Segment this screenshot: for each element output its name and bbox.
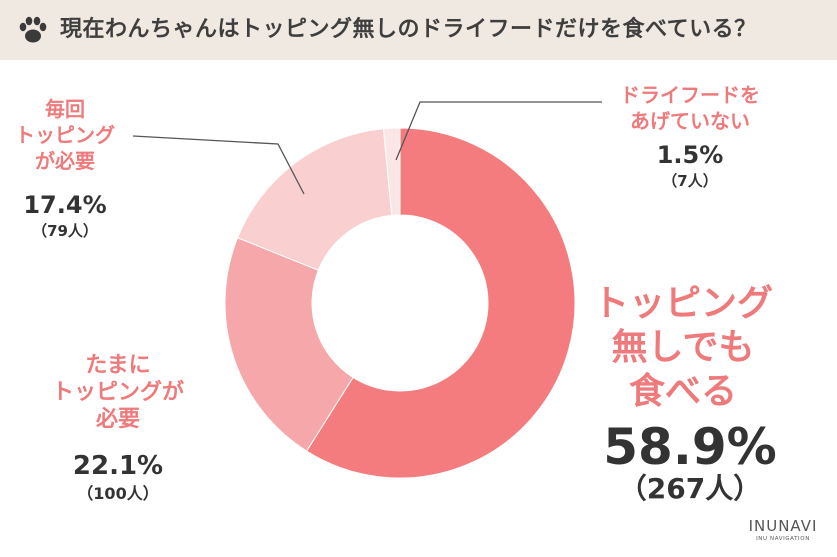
slice-name-main-line2: 無しでも bbox=[611, 327, 755, 368]
slice-name-every-line2: トッピング bbox=[15, 123, 115, 147]
slice-name-sometimes-line1: たまに bbox=[85, 353, 151, 378]
donut-slice-every bbox=[236, 128, 393, 271]
slice-label-none: ドライフードを あげていない bbox=[600, 82, 780, 134]
logo-main-text: INUNAVI bbox=[748, 517, 818, 535]
slice-name-main-line1: トッピング bbox=[592, 283, 773, 324]
slice-name-every-line1: 毎回 bbox=[45, 97, 85, 121]
inunavi-logo: INUNAVI INU NAVIGATION bbox=[738, 517, 828, 542]
slice-name-sometimes-line2: トッピングが bbox=[51, 380, 184, 405]
slice-label-sometimes: たまに トッピングが 必要 bbox=[18, 352, 218, 433]
slice-name-main-line3: 食べる bbox=[628, 371, 737, 412]
slice-percent-none: 1.5% bbox=[656, 141, 724, 169]
slice-count-main: （267人） bbox=[618, 472, 762, 505]
logo-sub-text: INU NAVIGATION bbox=[756, 536, 810, 542]
slice-percent-every: 17.4% bbox=[23, 191, 107, 219]
donut-slice-sometimes bbox=[224, 237, 354, 452]
leader-line-every bbox=[132, 135, 305, 195]
slice-count-sometimes: （100人） bbox=[77, 484, 159, 503]
donut-slice-none bbox=[382, 127, 401, 216]
slice-name-every-line3: が必要 bbox=[35, 149, 95, 173]
slice-count-every: （79人） bbox=[32, 222, 98, 240]
slice-name-none-line1: ドライフードを bbox=[620, 83, 760, 107]
chart-title: 現在わんちゃんはトッピング無しのドライフードだけを食べている？ bbox=[60, 17, 757, 42]
title-bar: 現在わんちゃんはトッピング無しのドライフードだけを食べている？ bbox=[0, 0, 837, 60]
slice-percent-sometimes: 22.1% bbox=[72, 451, 164, 481]
slice-percent-main: 58.9% bbox=[603, 418, 777, 476]
paw-icon bbox=[19, 16, 47, 43]
slice-label-every: 毎回 トッピング が必要 bbox=[5, 96, 125, 174]
slice-name-none-line2: あげていない bbox=[630, 109, 750, 133]
slice-name-sometimes-line3: 必要 bbox=[95, 407, 140, 432]
leader-line-none bbox=[395, 101, 602, 161]
donut-slice-main bbox=[305, 127, 576, 479]
slice-label-main: トッピング 無しでも 食べる bbox=[588, 282, 778, 414]
slice-count-none: （7人） bbox=[662, 172, 718, 190]
